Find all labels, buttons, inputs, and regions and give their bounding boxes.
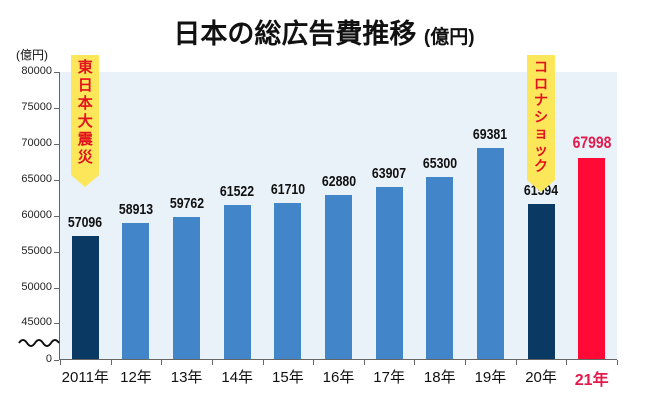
bar-value-label: 63907 [372, 165, 407, 183]
bar-18年 [426, 177, 454, 359]
y-tick-label: 75000 [21, 101, 52, 113]
y-tick [54, 144, 59, 145]
bar-13年 [173, 217, 201, 359]
x-tick [566, 360, 568, 365]
bar-17年 [375, 187, 403, 359]
x-tick [414, 360, 416, 365]
bar-21年 [578, 158, 606, 359]
x-tick [363, 360, 365, 365]
x-tick-label: 17年 [373, 369, 405, 386]
y-tick [54, 216, 59, 217]
y-tick [54, 180, 59, 181]
x-tick-label: 12年 [120, 369, 152, 386]
x-tick-label: 16年 [322, 369, 355, 386]
bar-19年 [476, 148, 504, 359]
annotation-text: コロナショック [534, 59, 549, 174]
bar-value-label: 69381 [473, 126, 508, 144]
annotation-earthquake: 東日本大震災 [71, 55, 100, 187]
x-tick-label: 2011年 [61, 369, 109, 386]
y-tick-label: 65000 [21, 173, 52, 185]
x-tick [617, 360, 618, 365]
y-tick-label: 50000 [21, 281, 52, 293]
x-tick [110, 360, 112, 365]
bar-value-label: 58913 [118, 201, 154, 219]
bar-14年 [223, 204, 251, 359]
bar-16年 [325, 194, 352, 359]
y-tick [54, 323, 59, 324]
annotation-arrow-tip [527, 180, 556, 192]
y-tick-label: 0 [45, 353, 52, 365]
y-tick-label: 80000 [21, 65, 52, 77]
bar-value-label: 59762 [169, 195, 204, 213]
bar-value-label: 61710 [270, 181, 305, 199]
chart-title-text: 日本の総広告費推移 [173, 19, 417, 49]
x-tick [262, 360, 264, 365]
bar-value-label: 57096 [68, 214, 103, 232]
bar-value-label: 67998 [572, 133, 612, 153]
bar-20年 [527, 203, 555, 359]
x-tick-label: 13年 [170, 369, 203, 386]
bar-15年 [274, 203, 302, 359]
chart-title-unit: (億円) [423, 27, 475, 48]
x-tick-label: 21年 [574, 372, 609, 389]
x-axis-line [59, 359, 617, 360]
y-axis-line [59, 72, 60, 360]
y-tick-label: 45000 [21, 316, 52, 328]
x-tick-label: 19年 [474, 369, 507, 386]
x-tick [465, 360, 467, 365]
annotation-text: 東日本大震災 [77, 59, 93, 166]
x-tick [515, 360, 517, 365]
bar-12年 [122, 223, 150, 359]
x-tick [313, 360, 315, 365]
bar-2011年 [71, 236, 99, 359]
axis-break-icon [18, 339, 60, 347]
y-axis-unit: (億円) [16, 48, 48, 62]
bar-value-label: 61522 [220, 182, 255, 200]
x-tick [211, 360, 213, 365]
y-tick-label: 55000 [21, 245, 52, 257]
y-tick [54, 108, 59, 109]
chart-title: 日本の総広告費推移 (億円) [0, 12, 648, 51]
y-tick [54, 252, 59, 253]
y-tick [54, 72, 59, 73]
bar-value-label: 65300 [422, 155, 457, 173]
y-tick [54, 360, 59, 361]
y-tick-label: 70000 [21, 137, 52, 149]
annotation-arrow-tip [71, 175, 100, 187]
x-tick [60, 360, 61, 365]
x-tick-label: 20年 [525, 369, 557, 386]
annotation-corona-shock: コロナショック [527, 55, 556, 192]
x-tick-label: 14年 [221, 369, 254, 386]
y-tick [54, 288, 59, 289]
y-tick-label: 60000 [21, 209, 52, 221]
x-tick-label: 18年 [423, 369, 456, 386]
bar-value-label: 62880 [321, 172, 356, 190]
x-tick-label: 15年 [272, 369, 304, 386]
x-tick [161, 360, 163, 365]
